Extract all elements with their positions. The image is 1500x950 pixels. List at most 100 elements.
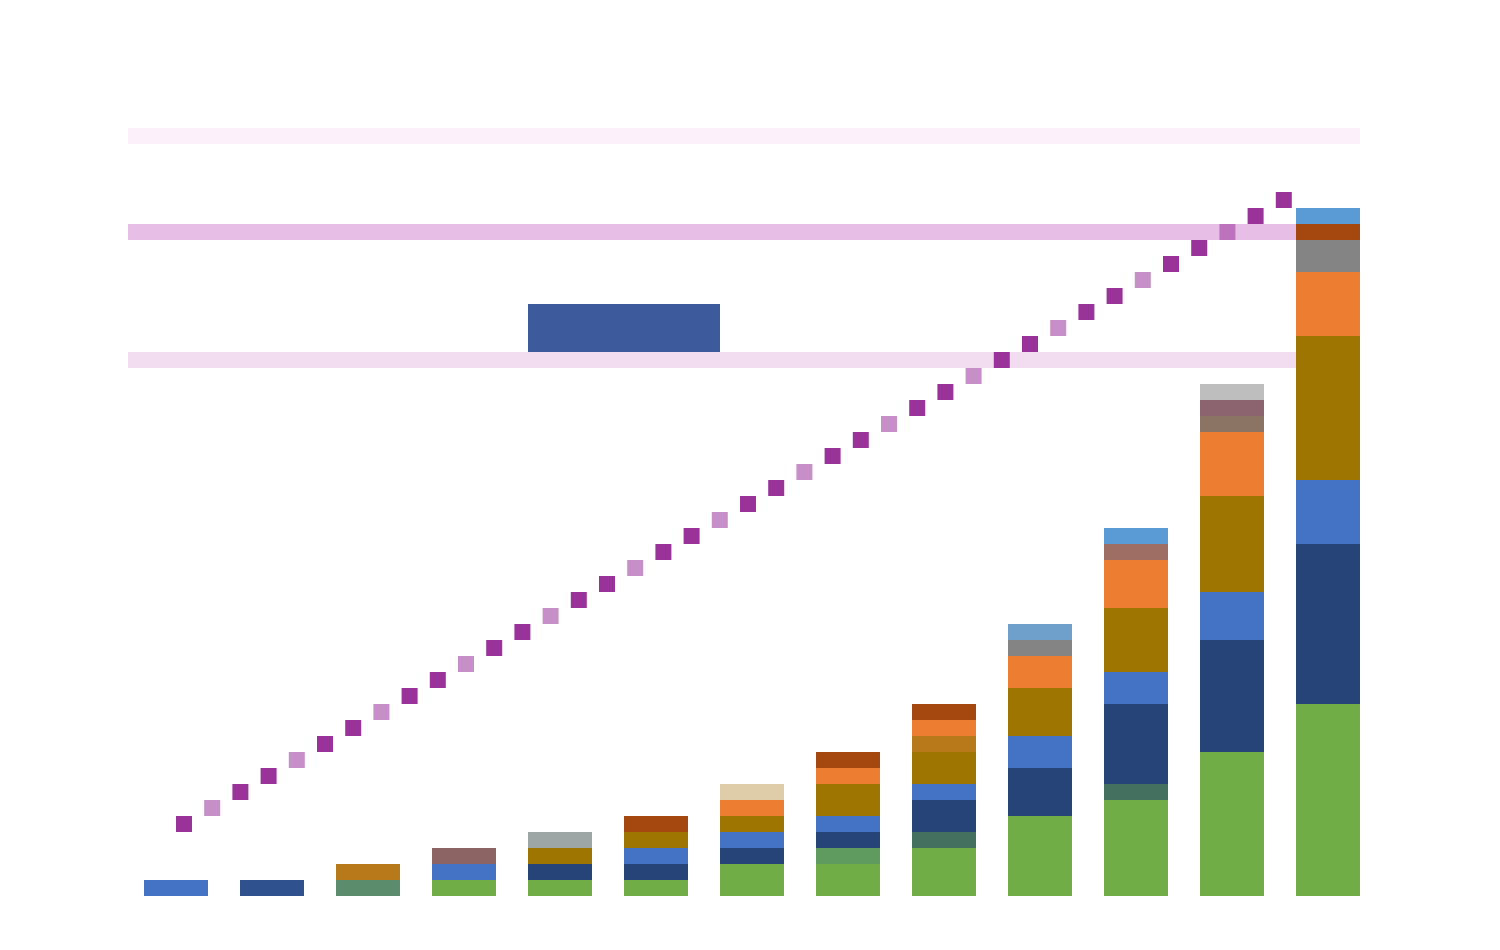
bar-stack-1 <box>240 880 304 896</box>
bar-segment-9-3 <box>1008 688 1072 736</box>
bar-segment-7-6 <box>816 752 880 768</box>
bar-segment-5-4 <box>624 816 688 832</box>
line-point-38 <box>1247 208 1264 224</box>
reference-band-2 <box>128 128 1360 144</box>
bar-segment-10-0 <box>1104 800 1168 896</box>
bar-segment-5-3 <box>624 832 688 848</box>
line-point-28 <box>965 368 982 384</box>
bar-segment-10-4 <box>1104 608 1168 672</box>
bar-segment-7-2 <box>816 832 880 848</box>
bar-segment-10-5 <box>1104 560 1168 608</box>
bar-segment-9-5 <box>1008 640 1072 656</box>
bar-segment-0-0 <box>144 880 208 896</box>
line-point-1 <box>204 800 221 816</box>
line-point-17 <box>655 544 672 560</box>
bar-segment-3-2 <box>432 848 496 864</box>
bar-stack-6 <box>720 784 784 896</box>
bar-stack-5 <box>624 816 688 896</box>
annotation-box <box>528 304 720 352</box>
line-point-23 <box>824 448 841 464</box>
line-point-32 <box>1078 304 1095 320</box>
line-point-18 <box>683 528 700 544</box>
line-point-12 <box>514 624 531 640</box>
bar-segment-12-7 <box>1296 208 1360 224</box>
bar-segment-6-5 <box>720 784 784 800</box>
bar-segment-10-3 <box>1104 672 1168 704</box>
line-point-2 <box>232 784 249 800</box>
bar-segment-10-2 <box>1104 704 1168 784</box>
cumulative-dotted-line <box>176 192 1292 832</box>
bar-segment-7-0 <box>816 864 880 896</box>
line-point-22 <box>796 464 813 480</box>
bar-segment-6-2 <box>720 832 784 848</box>
line-point-3 <box>260 768 277 784</box>
line-point-19 <box>711 512 728 528</box>
bar-segment-12-6 <box>1296 224 1360 240</box>
bar-segment-10-7 <box>1104 528 1168 544</box>
bar-segment-3-1 <box>432 864 496 880</box>
bar-segment-11-2 <box>1200 592 1264 640</box>
bar-segment-12-4 <box>1296 272 1360 336</box>
line-point-7 <box>373 704 390 720</box>
bar-segment-11-0 <box>1200 752 1264 896</box>
bar-segment-9-2 <box>1008 736 1072 768</box>
bar-segment-11-7 <box>1200 384 1264 400</box>
line-point-27 <box>937 384 954 400</box>
bar-segment-2-1 <box>336 864 400 880</box>
bar-segment-10-1 <box>1104 784 1168 800</box>
reference-band-0 <box>128 224 1360 240</box>
bar-segment-8-0 <box>912 848 976 896</box>
bar-segment-3-0 <box>432 880 496 896</box>
line-point-0 <box>176 816 192 832</box>
line-point-31 <box>1050 320 1067 336</box>
bar-segment-5-0 <box>624 880 688 896</box>
bar-segment-5-1 <box>624 864 688 880</box>
bar-segment-5-2 <box>624 848 688 864</box>
line-point-5 <box>317 736 333 752</box>
line-point-11 <box>486 640 503 656</box>
reference-band-1 <box>128 352 1360 368</box>
bar-segment-8-5 <box>912 736 976 752</box>
bar-segment-7-5 <box>816 768 880 784</box>
bar-stack-2 <box>336 864 400 896</box>
bar-stack-3 <box>432 848 496 896</box>
line-point-6 <box>345 720 362 736</box>
line-point-39 <box>1275 192 1292 208</box>
bar-segment-4-1 <box>528 864 592 880</box>
bar-segment-1-0 <box>240 880 304 896</box>
bar-segment-4-2 <box>528 848 592 864</box>
bar-segment-6-1 <box>720 848 784 864</box>
bar-stack-0 <box>144 880 208 896</box>
line-point-34 <box>1134 272 1151 288</box>
bar-segment-11-5 <box>1200 416 1264 432</box>
bar-stack-4 <box>528 832 592 896</box>
line-point-16 <box>627 560 644 576</box>
bar-segment-8-4 <box>912 752 976 784</box>
bar-stack-10 <box>1104 528 1168 896</box>
line-point-30 <box>1022 336 1038 352</box>
bar-segment-4-3 <box>528 832 592 848</box>
bar-segment-8-2 <box>912 800 976 832</box>
line-point-33 <box>1106 288 1123 304</box>
bar-segment-9-4 <box>1008 656 1072 688</box>
bar-segment-4-0 <box>528 880 592 896</box>
bar-segment-7-4 <box>816 784 880 816</box>
bar-segment-12-5 <box>1296 240 1360 272</box>
line-point-15 <box>599 576 615 592</box>
bar-segment-11-6 <box>1200 400 1264 416</box>
line-point-25 <box>881 416 897 432</box>
bar-segment-11-3 <box>1200 496 1264 592</box>
bar-stack-12 <box>1296 208 1360 896</box>
bar-stack-7 <box>816 752 880 896</box>
line-point-24 <box>852 432 869 448</box>
bar-segment-8-6 <box>912 720 976 736</box>
bar-segment-10-6 <box>1104 544 1168 560</box>
bar-segment-12-2 <box>1296 480 1360 544</box>
bar-segment-11-1 <box>1200 640 1264 752</box>
line-point-4 <box>288 752 305 768</box>
line-point-8 <box>401 688 418 704</box>
reference-bands <box>128 128 1360 368</box>
bar-segment-9-1 <box>1008 768 1072 816</box>
bar-segment-6-0 <box>720 864 784 896</box>
